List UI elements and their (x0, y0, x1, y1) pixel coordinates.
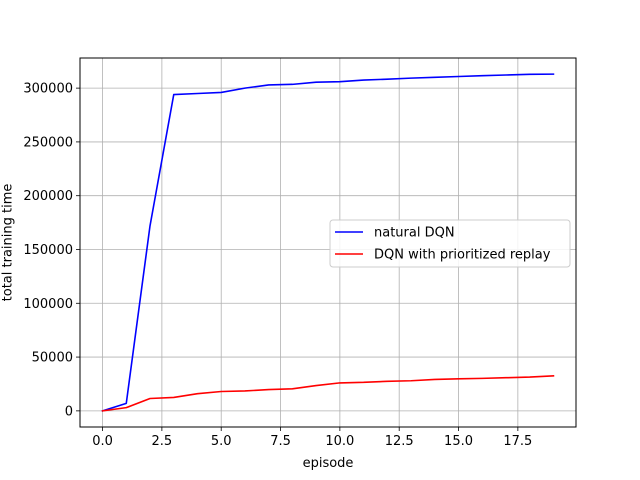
plot-area-frame (79, 57, 577, 428)
series-line-1 (101, 375, 555, 412)
series-lines (101, 73, 555, 412)
legend: natural DQN DQN with prioritized replay (329, 219, 571, 268)
y-tick-label: 100000 (23, 297, 73, 312)
x-axis-label: episode (303, 456, 354, 471)
series-line-0 (101, 73, 555, 412)
x-tick-label: 15.0 (444, 434, 473, 449)
y-tick-label: 50000 (32, 351, 73, 366)
x-tick-label: 5.0 (211, 434, 232, 449)
x-tick-label: 7.5 (270, 434, 291, 449)
x-tick-label: 17.5 (503, 434, 532, 449)
legend-label-0: natural DQN (374, 226, 455, 241)
y-axis-label: total training time (1, 184, 16, 302)
x-tick-label: 12.5 (385, 434, 414, 449)
y-tick-label: 200000 (23, 189, 73, 204)
y-tick-label: 300000 (23, 82, 73, 97)
y-tick-label: 150000 (23, 243, 73, 258)
x-tick-label: 0.0 (92, 434, 113, 449)
legend-box (329, 219, 571, 268)
axis-ticks: 0.0 2.5 5.0 7.5 10.0 12.5 15.0 17.5 0 50000 100000… (23, 82, 532, 449)
x-tick-label: 2.5 (152, 434, 173, 449)
y-tick-label: 250000 (23, 135, 73, 150)
legend-label-1: DQN with prioritized replay (374, 248, 551, 263)
y-tick-label: 0 (65, 404, 73, 419)
x-tick-label: 10.0 (325, 434, 354, 449)
